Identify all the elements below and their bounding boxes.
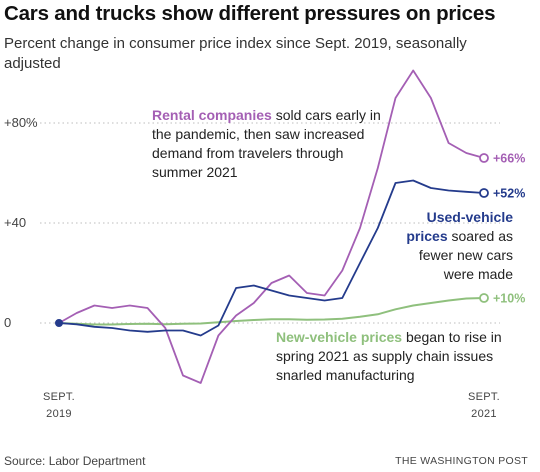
gridlines xyxy=(40,122,500,324)
y-tick-label-0: +80% xyxy=(4,115,38,130)
x-tick-label-0-line1: SEPT. xyxy=(43,391,75,403)
publisher-credit: THE WASHINGTON POST xyxy=(395,455,528,467)
x-tick-label-1-line2: 2021 xyxy=(471,408,497,420)
annotation-used-bold: Used-vehicle prices xyxy=(406,209,513,244)
annotation-rental-text: sold cars early in the pandemic, then sa… xyxy=(152,107,381,180)
annotation-rental-bold: Rental companies xyxy=(152,107,272,123)
y-tick-label-1: +40 xyxy=(4,215,26,230)
x-axis-ticks: SEPT. 2019 SEPT. 2021 xyxy=(43,391,500,420)
annotation-rental: Rental companies sold cars early in the … xyxy=(152,106,384,182)
annotation-used: Used-vehicle prices soared as fewer new … xyxy=(405,208,513,284)
series-line-new xyxy=(58,297,485,326)
chart-subtitle: Percent change in consumer price index s… xyxy=(4,35,467,72)
x-tick-label-0-line2: 2019 xyxy=(46,408,72,420)
annotation-new-text: began to rise in spring 2021 as supply c… xyxy=(276,329,502,383)
x-tick-label-1-line1: SEPT. xyxy=(468,391,500,403)
annotation-used-text: soared as fewer new cars were made xyxy=(418,228,513,282)
end-marker-used xyxy=(479,188,489,198)
start-marker xyxy=(55,319,63,327)
series-line-used xyxy=(58,179,485,337)
annotation-new-bold: New-vehicle prices xyxy=(276,329,403,345)
end-label-new: +10% xyxy=(493,292,525,306)
source-note: Source: Labor Department xyxy=(4,454,146,468)
chart-title: Cars and trucks show different pressures… xyxy=(4,2,496,25)
y-tick-label-2: 0 xyxy=(4,315,11,330)
series-markers xyxy=(55,153,489,327)
end-marker-new xyxy=(479,293,489,303)
end-label-used: +52% xyxy=(493,187,525,201)
series-lines xyxy=(58,69,485,384)
y-axis-ticks: +80% +40 0 xyxy=(4,115,38,330)
end-label-rental: +66% xyxy=(493,152,525,166)
annotation-new: New-vehicle prices began to rise in spri… xyxy=(276,328,516,385)
end-labels: +10% +66% +52% xyxy=(493,152,525,306)
series-line-rental xyxy=(58,69,485,384)
end-marker-rental xyxy=(479,153,489,163)
